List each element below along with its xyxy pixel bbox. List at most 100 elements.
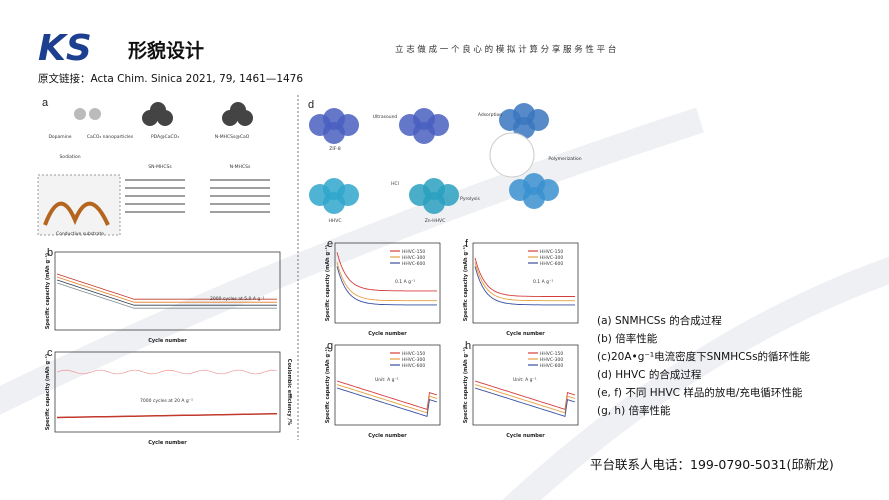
axis-title: Cycle number: [148, 338, 187, 344]
note: 2000 cycles at 5.0 A g⁻¹: [210, 296, 265, 302]
curve: [56, 276, 277, 303]
curve: [336, 262, 437, 302]
figure: a Dopamine CaCO₃ nanoparticles PDA@CaCO₃ N-M…: [37, 97, 582, 446]
particle: [337, 114, 359, 136]
curve: [474, 380, 576, 410]
legend-label: HHVC-300: [540, 357, 563, 363]
axis-title: Specific capacity (mAh g⁻¹): [463, 245, 469, 321]
tagline: 立 志 做 成 一 个 良 心 的 模 拟 计 算 分 享 服 务 性 平 台: [395, 44, 616, 55]
label: Ultrasound: [373, 114, 398, 120]
label: Conductive substrate: [56, 231, 104, 237]
curve: [56, 282, 277, 309]
curve: [474, 387, 576, 417]
inset: [489, 132, 535, 178]
axis-title: Cycle number: [368, 331, 407, 337]
label: Zn-HHVC: [425, 218, 446, 224]
electrode: [43, 201, 110, 226]
caption: (b) 倍率性能: [597, 332, 658, 345]
panel-label: g: [327, 340, 333, 352]
schematic-box: [37, 174, 121, 236]
note: 7000 cycles at 20 A g⁻¹: [140, 398, 193, 404]
plot-frame: [472, 242, 579, 324]
caption: (a) SNMHCSs 的合成过程: [597, 314, 722, 327]
particle: [427, 114, 449, 136]
caption: (e, f) 不同 HHVC 样品的放电/充电循环性能: [597, 386, 803, 399]
panel-label: a: [42, 97, 49, 109]
axis-title: Specific capacity (mAh g⁻¹): [45, 253, 51, 329]
contact: 平台联系人电话：199-0790-5031(邱新龙): [590, 457, 834, 472]
note: Unit: A g⁻¹: [375, 377, 399, 383]
axis-title: Specific capacity (mAh g⁻¹): [325, 347, 331, 423]
legend-label: HHVC-150: [540, 351, 563, 357]
panel-label: f: [465, 238, 469, 250]
legend-label: HHVC-150: [402, 351, 425, 357]
axis-title: Specific capacity (mAh g⁻¹): [463, 347, 469, 423]
legend-label: HHVC-300: [402, 255, 425, 261]
label: HCl: [391, 181, 399, 187]
caption: (c)20A•g⁻¹电流密度下SNMHCSs的循环性能: [597, 350, 811, 363]
axis-title: Specific capacity (mAh g⁻¹): [325, 245, 331, 321]
label: Pyrolysis: [460, 196, 480, 202]
curve: [56, 279, 277, 306]
curve: [474, 257, 575, 297]
particle: [537, 179, 559, 201]
captions: (a) SNMHCSs 的合成过程 (b) 倍率性能 (c)20A•g⁻¹电流密…: [597, 314, 811, 417]
plot-frame: [334, 344, 441, 426]
legend-label: HHVC-150: [540, 249, 563, 255]
curve: [56, 369, 278, 375]
particle: [437, 184, 459, 206]
curve: [474, 266, 575, 306]
curve: [336, 266, 437, 306]
legend-label: HHVC-600: [540, 261, 563, 267]
legend-label: HHVC-600: [402, 363, 425, 369]
sphere: [230, 102, 246, 118]
label: N-MHCSs@CaO: [215, 134, 250, 140]
plot-frame: [54, 251, 281, 331]
label: Sodiation: [59, 154, 80, 160]
note: 0.1 A g⁻¹: [533, 279, 553, 285]
axis-title: Cycle number: [368, 433, 407, 439]
panel-label: b: [47, 247, 53, 259]
curve: [336, 252, 437, 292]
axis-title: Cycle number: [506, 433, 545, 439]
label: SN-MHCSs: [148, 164, 172, 170]
axis-title: Cycle number: [148, 440, 187, 446]
label: CaCO₃ nanoparticles: [87, 134, 134, 140]
label: PDA@CaCO₃: [151, 134, 179, 140]
logo: KS: [38, 28, 92, 69]
curve: [56, 273, 277, 300]
panel-label: e: [327, 238, 333, 250]
label: HHVC: [329, 218, 342, 224]
panel-label: h: [465, 340, 471, 352]
label: Adsorption: [478, 112, 502, 118]
particle: [527, 109, 549, 131]
note: 0.1 A g⁻¹: [395, 279, 415, 285]
legend-label: HHVC-150: [402, 249, 425, 255]
particle: [337, 184, 359, 206]
curve: [336, 380, 438, 410]
sphere: [150, 102, 166, 118]
legend-label: HHVC-300: [540, 255, 563, 261]
plot-frame: [54, 351, 281, 433]
panel-label: c: [47, 347, 53, 359]
plot-frame: [472, 344, 579, 426]
caption: (d) HHVC 的合成过程: [597, 368, 702, 381]
legend-label: HHVC-600: [402, 261, 425, 267]
note: Unit: A g⁻¹: [513, 377, 537, 383]
caption: (g, h) 倍率性能: [597, 404, 671, 417]
axis-title: Specific capacity (mAh g⁻¹): [45, 354, 51, 430]
curve: [336, 384, 438, 414]
label: ZIF-8: [329, 146, 341, 152]
sphere: [89, 108, 101, 120]
background-swoosh: [0, 107, 889, 500]
curve: [56, 413, 277, 419]
label: N-MHCSs: [230, 164, 251, 170]
title: 形貌设计: [128, 39, 204, 62]
sphere: [74, 108, 86, 120]
curve: [336, 387, 438, 417]
curve: [474, 262, 575, 302]
legend-label: HHVC-600: [540, 363, 563, 369]
axis-title: Coulombic efficiency /%: [286, 359, 292, 425]
